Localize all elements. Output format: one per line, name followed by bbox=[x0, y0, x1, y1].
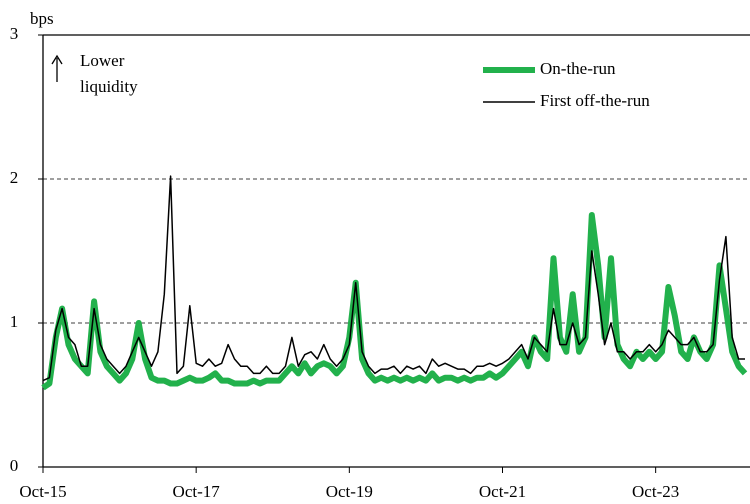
data-line bbox=[42, 175, 745, 382]
y-axis-label: bps bbox=[30, 9, 54, 28]
y-tick-label: 0 bbox=[10, 456, 19, 475]
x-tick-label: Oct-15 bbox=[19, 482, 66, 501]
x-tick-label: Oct-19 bbox=[326, 482, 373, 501]
y-tick-label: 1 bbox=[10, 312, 19, 331]
annotation: Lower bbox=[80, 51, 125, 70]
x-tick-label: Oct-21 bbox=[479, 482, 526, 501]
x-tick-label: Oct-23 bbox=[632, 482, 679, 501]
y-tick-label: 2 bbox=[10, 168, 19, 187]
x-tick-label: Oct-17 bbox=[173, 482, 221, 501]
annotation: liquidity bbox=[80, 77, 138, 96]
arrow-head bbox=[51, 54, 63, 65]
data-line bbox=[41, 212, 748, 391]
legend-label: On-the-run bbox=[540, 59, 616, 78]
y-tick-label: 3 bbox=[10, 24, 19, 43]
legend-label: First off-the-run bbox=[540, 91, 650, 110]
